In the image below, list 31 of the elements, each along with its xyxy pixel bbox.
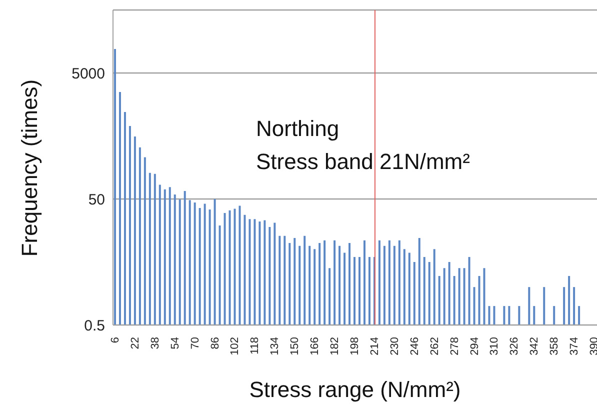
x-tick-label: 198 [349,337,361,356]
x-tick-label: 230 [388,337,401,356]
x-tick-label: 246 [408,337,421,356]
x-tick-label: 70 [189,337,202,350]
x-tick-label: 326 [508,337,521,356]
y-tick-label: 50 [88,191,105,208]
annotation: Stress band 21N/mm² [256,148,470,176]
x-tick-label: 262 [428,337,441,356]
x-tick-label: 182 [329,337,342,356]
y-tick-label: 0.5 [84,317,105,334]
x-tick-label: 294 [468,337,481,356]
x-tick-label: 342 [528,337,541,356]
x-tick-label: 214 [368,337,381,356]
x-tick-label: 102 [229,337,242,356]
x-tick-label: 22 [129,337,142,350]
x-tick-label: 310 [488,337,501,356]
x-tick-label: 150 [289,337,302,356]
annotation: Northing [256,115,340,143]
x-tick-label: 358 [548,337,561,356]
y-axis-title: Frequency (times) [17,78,43,256]
x-tick-label: 278 [448,337,461,356]
x-tick-label: 38 [149,337,162,350]
x-tick-label: 118 [249,337,262,355]
x-tick-label: 134 [269,337,282,356]
x-axis-title: Stress range (N/mm²) [249,377,461,403]
x-tick-label: 166 [309,337,322,356]
x-tick-label: 86 [209,337,222,350]
y-tick-label: 5000 [72,65,105,82]
x-tick-label: 6 [109,337,122,344]
x-tick-label: 374 [568,337,581,356]
x-tick-label: 54 [169,337,182,350]
